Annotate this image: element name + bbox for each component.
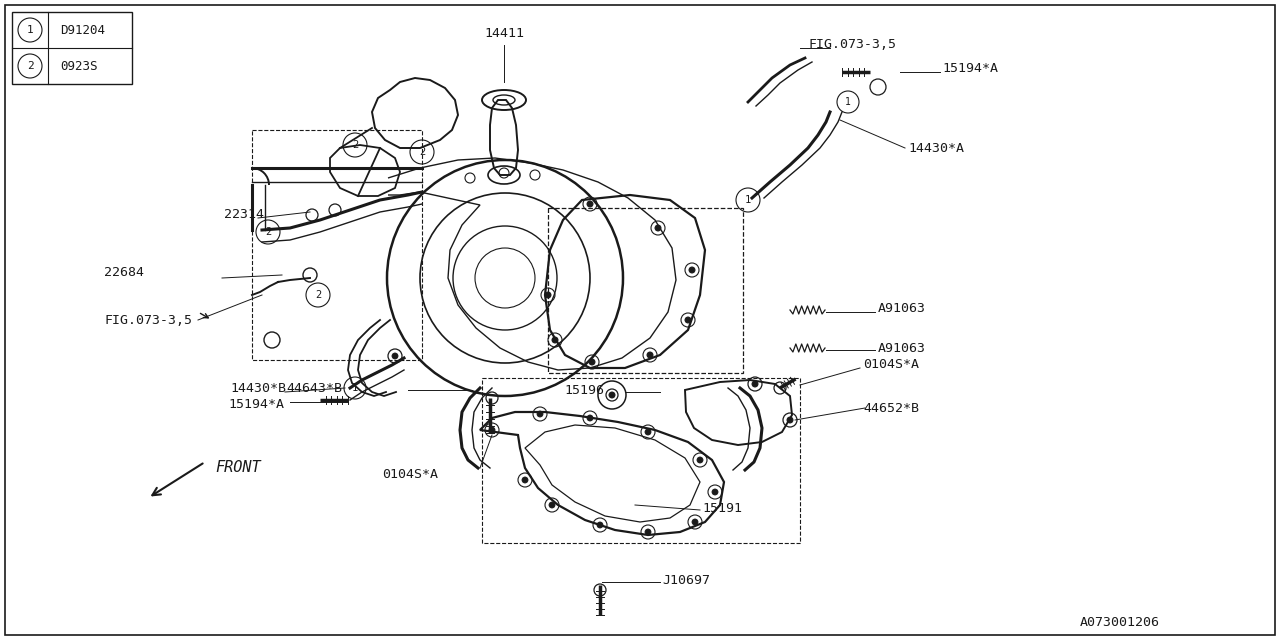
Circle shape <box>787 417 794 423</box>
Bar <box>483 378 800 543</box>
Circle shape <box>685 317 691 323</box>
Text: 2: 2 <box>315 290 321 300</box>
Circle shape <box>589 359 595 365</box>
Circle shape <box>712 489 718 495</box>
Text: 14430*B: 14430*B <box>230 381 285 394</box>
Text: 14430*A: 14430*A <box>908 141 964 154</box>
Bar <box>252 130 422 360</box>
Text: FIG.073-3,5: FIG.073-3,5 <box>104 314 192 326</box>
Circle shape <box>545 292 550 298</box>
Circle shape <box>655 225 660 231</box>
Text: 0104S*A: 0104S*A <box>863 358 919 371</box>
Circle shape <box>489 427 495 433</box>
Circle shape <box>645 429 652 435</box>
Circle shape <box>596 522 603 528</box>
Circle shape <box>588 415 593 421</box>
Circle shape <box>588 201 593 207</box>
Text: D91204: D91204 <box>60 24 105 36</box>
Circle shape <box>538 411 543 417</box>
Bar <box>12 12 132 84</box>
Circle shape <box>552 337 558 343</box>
Text: A91063: A91063 <box>878 301 925 314</box>
Text: 2: 2 <box>352 140 358 150</box>
Circle shape <box>522 477 529 483</box>
Bar <box>548 208 742 373</box>
Text: FRONT: FRONT <box>215 461 261 476</box>
Circle shape <box>689 267 695 273</box>
Circle shape <box>698 457 703 463</box>
Text: J10697: J10697 <box>662 573 710 586</box>
Circle shape <box>692 519 698 525</box>
Text: 1: 1 <box>352 383 358 393</box>
Text: 0923S: 0923S <box>60 60 97 72</box>
Text: 44643*B: 44643*B <box>285 381 342 394</box>
Circle shape <box>392 353 398 359</box>
Text: 2: 2 <box>419 147 425 157</box>
Text: 22314: 22314 <box>224 209 264 221</box>
Circle shape <box>645 529 652 535</box>
Text: 15196: 15196 <box>564 383 604 397</box>
Text: 14411: 14411 <box>484 27 524 40</box>
Circle shape <box>646 352 653 358</box>
Circle shape <box>549 502 556 508</box>
Text: 1: 1 <box>745 195 751 205</box>
Circle shape <box>753 381 758 387</box>
Text: A073001206: A073001206 <box>1080 616 1160 628</box>
Text: 1: 1 <box>845 97 851 107</box>
Text: A91063: A91063 <box>878 342 925 355</box>
Text: 15191: 15191 <box>701 502 742 515</box>
Text: FIG.073-3,5: FIG.073-3,5 <box>808 38 896 51</box>
Text: 2: 2 <box>265 227 271 237</box>
Text: 0104S*A: 0104S*A <box>381 468 438 481</box>
Text: 15194*A: 15194*A <box>942 61 998 74</box>
Text: 22684: 22684 <box>104 266 143 278</box>
Text: 2: 2 <box>27 61 33 71</box>
Text: 15194*A: 15194*A <box>228 397 284 410</box>
Text: 44652*B: 44652*B <box>863 401 919 415</box>
Text: 1: 1 <box>27 25 33 35</box>
Circle shape <box>609 392 614 398</box>
